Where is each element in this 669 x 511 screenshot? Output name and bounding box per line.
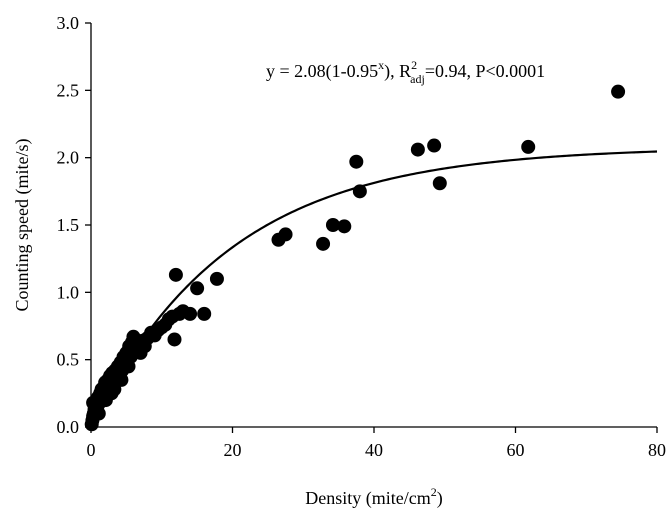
plot-area	[90, 23, 657, 428]
y-tick-label: 1.0	[57, 282, 80, 302]
data-point	[121, 359, 136, 374]
data-point	[427, 138, 442, 153]
y-tick-label: 3.0	[57, 13, 80, 33]
y-axis-ticks: 0.0 0.5 1.0 1.5 2.0 2.5 3.0	[57, 13, 91, 437]
data-point	[337, 219, 352, 234]
data-points	[84, 84, 626, 432]
y-tick-label: 0.0	[57, 417, 80, 437]
data-point	[167, 332, 182, 347]
y-tick-label: 1.5	[57, 215, 80, 235]
x-axis-ticks: 0 20 40 60 80	[87, 427, 666, 460]
data-point	[352, 184, 367, 199]
equation-sup-x: x	[378, 58, 384, 72]
data-point	[209, 271, 224, 286]
data-point	[316, 236, 331, 251]
x-tick-label: 0	[87, 440, 96, 460]
data-point	[278, 227, 293, 242]
data-point	[168, 267, 183, 282]
data-point	[349, 154, 364, 169]
data-point	[410, 142, 425, 157]
x-axis-title-close: )	[437, 488, 443, 509]
data-point	[91, 406, 106, 421]
x-tick-label: 80	[648, 440, 666, 460]
x-tick-label: 60	[507, 440, 525, 460]
equation-sub-adj: adj	[410, 72, 425, 86]
data-point	[114, 372, 129, 387]
equation-part-3: =0.94, P<0.0001	[425, 61, 545, 81]
equation-part-2: ), R	[384, 61, 411, 82]
fit-equation-annotation: y = 2.08(1-0.95x), R2 adj=0.94, P<0.0001	[266, 58, 545, 86]
equation-sup-2: 2	[411, 58, 417, 72]
data-point	[183, 306, 198, 321]
data-point	[611, 84, 626, 99]
y-tick-label: 2.5	[57, 80, 80, 100]
y-tick-label: 0.5	[57, 350, 80, 370]
data-point	[190, 281, 205, 296]
x-axis-title: Density (mite/cm2)	[305, 485, 442, 509]
y-axis-title: Counting speed (mite/s)	[12, 139, 33, 312]
x-tick-label: 40	[365, 440, 383, 460]
equation-part-1: y = 2.08(1-0.95	[266, 61, 378, 82]
fit-curve	[90, 150, 658, 428]
data-point	[432, 176, 447, 191]
data-point	[197, 306, 212, 321]
y-tick-label: 2.0	[57, 148, 80, 168]
x-axis-title-text: Density (mite/cm	[305, 488, 430, 509]
data-point	[325, 218, 340, 232]
x-tick-label: 20	[224, 440, 242, 460]
data-point	[86, 395, 101, 410]
data-point	[521, 139, 536, 154]
data-point	[98, 393, 113, 408]
x-axis-title-sup: 2	[431, 485, 437, 499]
